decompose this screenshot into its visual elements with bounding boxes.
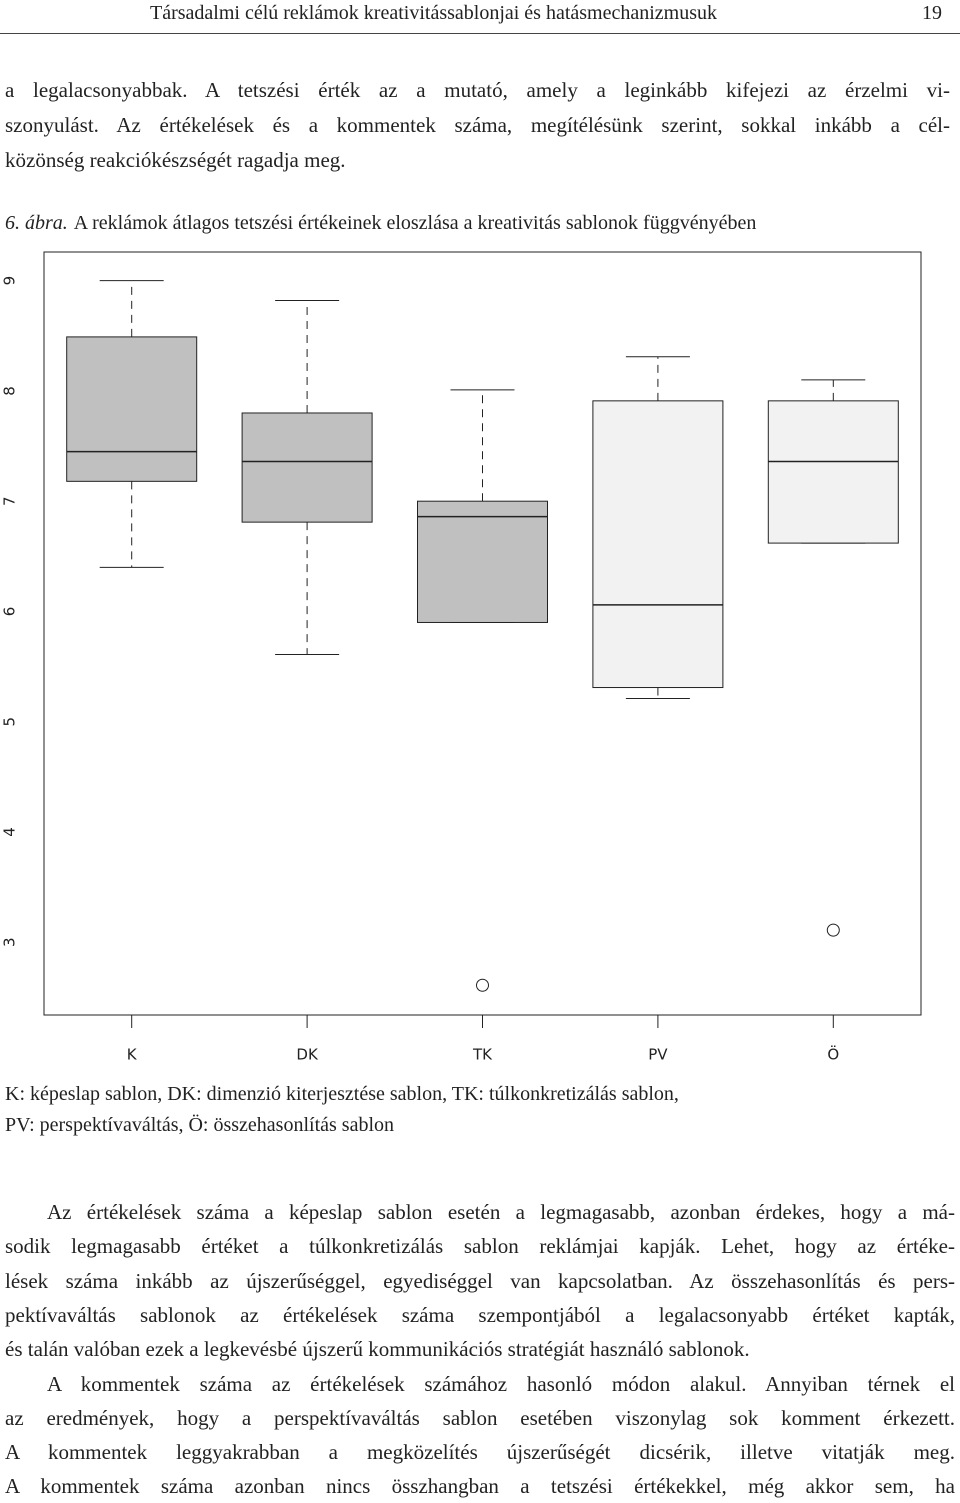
- outlier: [476, 978, 489, 992]
- caption-label: 6. ábra.: [5, 212, 68, 234]
- text-line: A kommentek száma az értékelések számáho…: [47, 1371, 955, 1396]
- x-tick-label: TK: [472, 1046, 493, 1064]
- box: [417, 500, 548, 623]
- y-tick-label: 4: [1, 827, 19, 837]
- y-tick-label: 8: [1, 386, 19, 396]
- text-line: és talán valóban ezek a legkevésbé újsze…: [5, 1337, 750, 1362]
- text-line: pektívaváltás sablonok az értékelések sz…: [5, 1302, 955, 1327]
- x-tick-label: PV: [648, 1046, 668, 1064]
- x-tick-label: DK: [296, 1046, 319, 1064]
- y-tick-label: 9: [1, 276, 19, 286]
- header-rule: [0, 33, 960, 34]
- x-tick-label: Ö: [827, 1045, 839, 1064]
- box: [66, 336, 198, 482]
- legend-line: K: képeslap sablon, DK: dimenzió kiterje…: [5, 1083, 679, 1105]
- text-line: a legalacsonyabbak. A tetszési érték az …: [5, 78, 950, 102]
- text-line: Az értékelések száma a képeslap sablon e…: [47, 1200, 955, 1224]
- caption-text: A reklámok átlagos tetszési értékeinek e…: [73, 212, 757, 234]
- text-line: az eredmények, hogy a perspektívaváltás …: [5, 1405, 955, 1430]
- text-line: közönség reakciókészségét ragadja meg.: [5, 148, 346, 172]
- page-number: 19: [922, 2, 942, 24]
- text-line: A kommentek leggyakrabban a megközelítés…: [5, 1440, 955, 1465]
- chart: 3 4 5 6 7 8 9 K DK TK PV Ö: [1, 251, 922, 1064]
- outlier: [826, 923, 840, 937]
- box: [767, 400, 899, 544]
- box: [241, 412, 373, 523]
- text-line: sodik legmagasabb értéket a túlkonkretiz…: [5, 1234, 955, 1259]
- text-line: lések száma inkább az újszerűséggel, egy…: [5, 1268, 955, 1293]
- y-tick-label: 6: [1, 607, 19, 617]
- legend-line: PV: perspektívaváltás, Ö: összehasonlítá…: [5, 1114, 395, 1136]
- x-tick-label: K: [127, 1046, 138, 1064]
- y-tick-label: 3: [1, 937, 19, 947]
- text-line: szonyulást. Az értékelések és a kommente…: [5, 113, 950, 137]
- box: [592, 400, 724, 689]
- figure-caption: 6. ábra. A reklámok átlagos tetszési érté…: [5, 208, 756, 238]
- y-tick-label: 5: [1, 717, 19, 727]
- y-tick-label: 7: [1, 496, 19, 506]
- running-header: Társadalmi célú reklámok kreativitássabl…: [150, 2, 718, 24]
- text-line: A kommentek száma azonban nincs összhang…: [5, 1474, 955, 1499]
